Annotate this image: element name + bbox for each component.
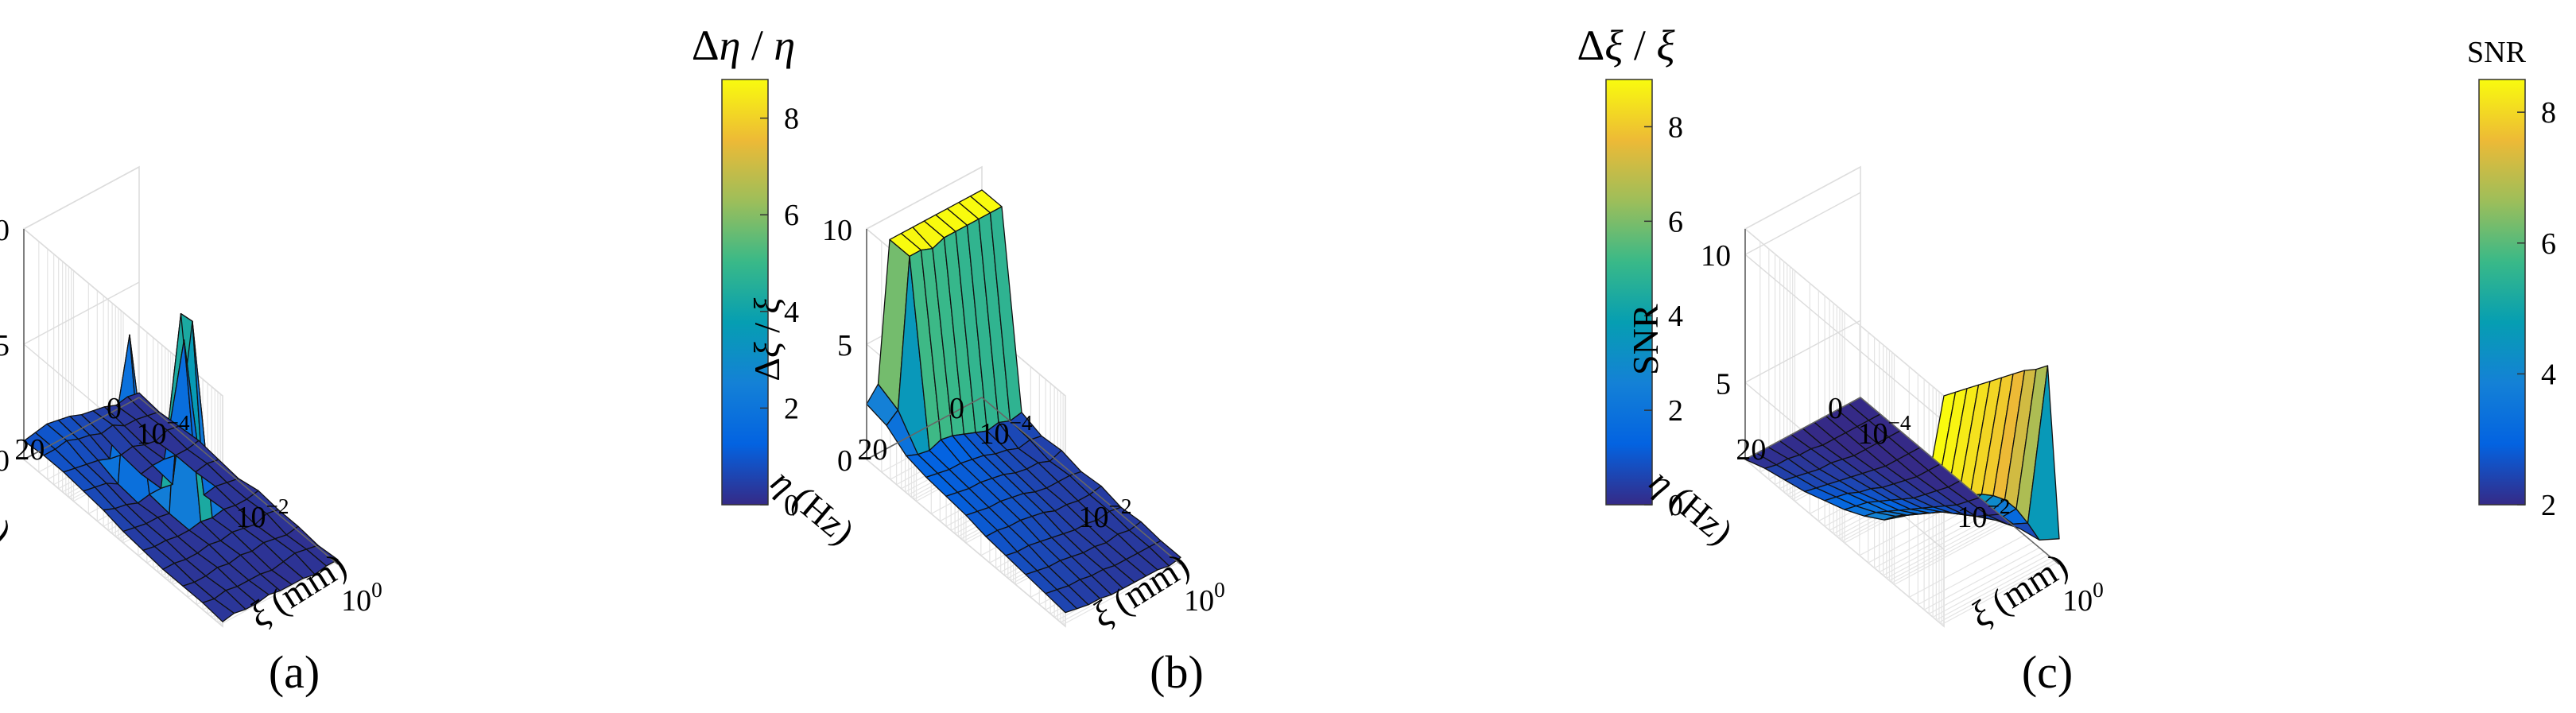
x-tick-label: 100 [1184, 578, 1225, 618]
axis-lines [23, 229, 339, 565]
colorbar-tick-label: 6 [784, 199, 799, 232]
surface-patch [1148, 540, 1181, 567]
x-axis-line [981, 397, 1181, 565]
colorbar: 0 2 4 6 8 Δξ / ξ [1577, 21, 1684, 522]
colorbar-tick-label: 2 [2541, 489, 2556, 522]
colorbar-title: Δξ / ξ [1577, 21, 1676, 69]
x-axis-line [138, 397, 339, 565]
colorbar-gradient [2478, 79, 2526, 506]
z-tick-label: 5 [837, 329, 852, 362]
grid-line [1874, 506, 1990, 569]
y-axis-line [1744, 397, 1861, 460]
grid-line [1923, 547, 2040, 610]
colorbar: 2 4 6 8 SNR [2467, 36, 2556, 522]
grid-line [1936, 557, 2052, 621]
y-axis-line [23, 397, 140, 460]
z-tick-label: 0 [0, 444, 10, 478]
z-tick-label: 5 [0, 329, 10, 362]
colorbar-tick-label: 0 [784, 489, 799, 522]
x-tick-label: 10−4 [979, 411, 1032, 451]
x-tick-label: 10−4 [1857, 411, 1911, 451]
grid-line [1879, 510, 1995, 573]
x-tick-label: 10−4 [136, 411, 189, 451]
x-tick-label: 10−2 [1957, 494, 2010, 534]
x-tick-label: 100 [2062, 578, 2104, 618]
colorbar-title: SNR [2467, 36, 2527, 69]
z-tick-label: 0 [837, 444, 852, 478]
colorbar-title: Δη / η [692, 21, 795, 69]
panel-label: (b) [1150, 646, 1204, 698]
y-tick-label: 0 [1828, 392, 1843, 425]
grid-line [1938, 560, 2055, 623]
grid-line [1062, 562, 1179, 626]
z-tick-label: 10 [1701, 239, 1731, 273]
axis-lines [1744, 229, 2060, 565]
grid-line [1889, 517, 2005, 581]
grid-line [1883, 513, 1999, 576]
colorbar-gradient [721, 79, 769, 506]
colorbar-tick-label: 4 [784, 296, 799, 329]
z-tick-label: 10 [0, 214, 10, 247]
colorbar-tick-label: 6 [2541, 227, 2556, 261]
axis-lines [866, 229, 1181, 565]
colorbar-tick-label: 4 [2541, 358, 2556, 391]
x-axis-title: ξ (mm) [242, 544, 353, 635]
x-axis-line [1860, 397, 2060, 565]
surface-patch [2027, 365, 2060, 541]
y-axis-title: η (Hz) [1643, 460, 1741, 552]
colorbar-tick-label: 8 [1668, 110, 1683, 144]
surface [23, 312, 339, 622]
grid-line [1891, 520, 2008, 583]
grid-line [1909, 534, 2025, 598]
colorbar-tick-label: 2 [1668, 394, 1683, 428]
x-tick-label: 100 [341, 578, 382, 618]
y-tick-label: 20 [14, 433, 45, 467]
y-tick-label: 0 [107, 392, 122, 425]
grid-line [1928, 551, 2045, 614]
surface [866, 189, 1181, 614]
surface-patch [305, 544, 339, 567]
y-tick-label: 20 [857, 433, 887, 467]
grid-line [1918, 542, 2034, 606]
y-tick-label: 20 [1736, 433, 1766, 467]
colorbar-tick-label: 8 [784, 103, 799, 136]
x-tick-label: 10−2 [235, 494, 289, 534]
z-axis-title: SNR [1625, 304, 1666, 375]
z-tick-label: 5 [1716, 367, 1731, 401]
colorbar-tick-label: 0 [1668, 489, 1683, 522]
grid-line [1894, 521, 2010, 586]
z-axis-title: Δξ / ξ [747, 298, 787, 382]
grid-line [1932, 554, 2049, 618]
colorbar: 0 2 4 6 8 Δη / η [692, 21, 799, 522]
colorbar-tick-label: 4 [1668, 300, 1683, 333]
panel-label: (a) [269, 646, 320, 698]
z-tick-label: 10 [822, 214, 852, 247]
colorbar-tick-label: 2 [784, 392, 799, 425]
x-tick-label: 10−2 [1078, 494, 1131, 534]
y-tick-label: 0 [949, 392, 964, 425]
y-axis-line [866, 397, 983, 460]
grid-line [1886, 515, 2003, 579]
colorbar-tick-label: 6 [1668, 205, 1683, 238]
panel-label: (c) [2022, 646, 2073, 698]
grid-line [1941, 562, 2058, 626]
colorbar-gradient [1605, 79, 1653, 506]
colorbar-tick-label: 8 [2541, 96, 2556, 130]
